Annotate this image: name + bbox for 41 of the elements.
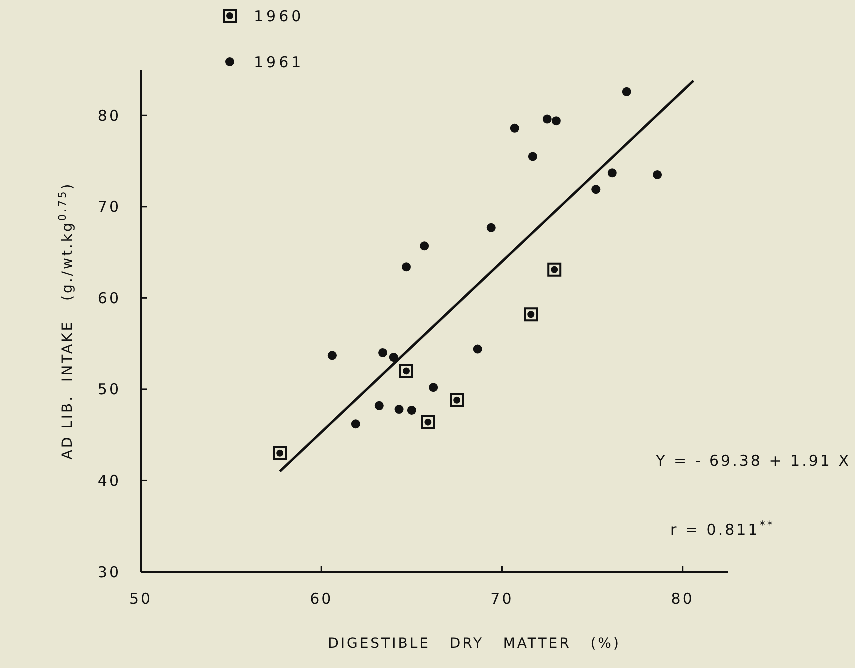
point <box>394 405 404 414</box>
point <box>510 124 520 133</box>
x-tick-label: 60 <box>310 590 334 608</box>
point <box>528 152 538 162</box>
legend-label: 1961 <box>254 53 304 72</box>
point <box>400 364 414 378</box>
x-tick-label: 70 <box>490 590 514 608</box>
x-tick-label: 50 <box>129 590 153 608</box>
point <box>552 116 561 126</box>
point <box>592 185 601 194</box>
y-tick-label: 60 <box>98 289 121 308</box>
point <box>608 168 617 178</box>
x-tick-label: 80 <box>671 590 694 608</box>
point <box>542 114 552 124</box>
point <box>402 262 412 272</box>
y-tick-label: 80 <box>98 106 121 125</box>
point <box>473 344 482 354</box>
y-tick-label: 40 <box>98 472 121 490</box>
point <box>548 262 562 277</box>
x-axis-title: DIGESTIBLE DRY MATTER (%) <box>328 636 621 652</box>
point <box>421 415 436 430</box>
y-tick-label: 70 <box>98 198 121 216</box>
point <box>273 446 288 460</box>
point <box>328 351 337 360</box>
point <box>389 353 398 362</box>
y-tick-label: 50 <box>98 380 121 399</box>
point <box>374 401 384 410</box>
point <box>407 406 416 415</box>
annotation: r = 0.811$^{**}$ <box>670 518 775 539</box>
point <box>622 87 632 96</box>
y-tick-label: 30 <box>98 563 121 582</box>
legend-label: 1960 <box>254 7 304 26</box>
point <box>450 393 464 408</box>
point <box>429 383 438 392</box>
point <box>351 420 360 429</box>
point <box>486 223 496 232</box>
point <box>653 170 662 180</box>
annotation: Y = - 69.38 + 1.91 X <box>655 452 851 470</box>
point <box>524 308 538 322</box>
point <box>420 242 430 251</box>
point <box>378 348 388 358</box>
